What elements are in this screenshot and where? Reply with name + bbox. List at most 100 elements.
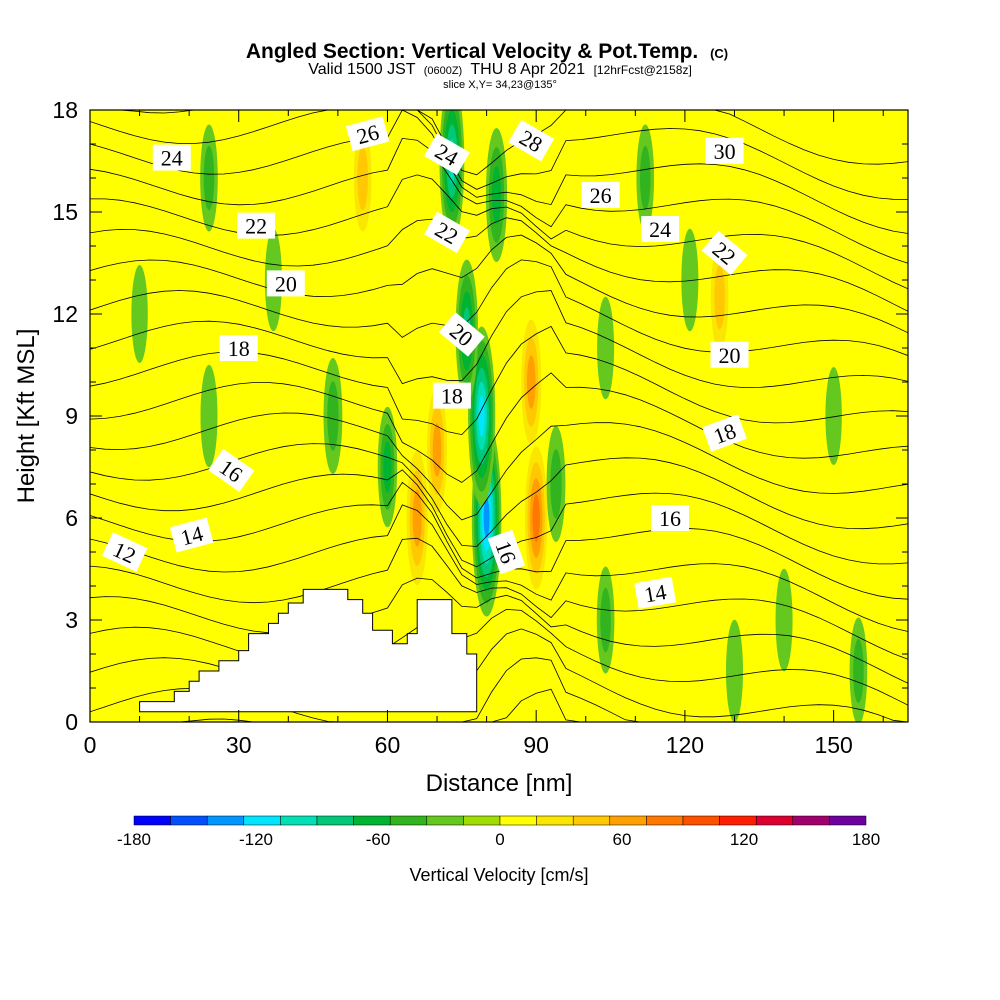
velocity-feature-14-level-2 [203,145,215,211]
contour-label-4: 20 [266,270,305,297]
contour-label-1: 14 [169,517,214,553]
velocity-feature-12-level-1 [200,364,218,468]
isentrope-21 [90,412,908,521]
colorbar-swatch-19 [829,815,867,826]
chart-title-unit: (C) [710,46,728,61]
subtitle-date: THU 8 Apr 2021 [470,61,585,78]
contour-label-box [423,133,470,175]
colorbar-tick-label: 0 [495,830,504,849]
y-tick-label: 6 [65,505,78,531]
contour-label-box [438,312,485,357]
isentrope-24 [90,290,908,389]
isentrope-31 [90,110,908,200]
subtitle-utc: (0600Z) [424,65,463,77]
colorbar-swatch-6 [353,815,391,826]
isentrope-25 [90,259,908,356]
x-tick-label: 30 [226,732,252,758]
colorbar-swatch-1 [170,815,208,826]
contour-label-box [702,414,747,452]
contour-label-box [152,144,191,171]
colorbar-swatch-3 [243,815,281,826]
velocity-feature-10-level-2 [327,381,339,451]
contour-label-box [651,505,690,531]
colorbar-tick-label: -120 [239,830,273,849]
isentrope-32 [90,110,908,176]
colorbar-swatch-11 [536,815,574,826]
contour-label-12: 18 [432,382,471,409]
colorbar-swatch-0 [133,815,171,826]
velocity-feature-24-level-1 [825,367,842,465]
contour-label-text: 14 [642,579,668,607]
colorbar-swatch-12 [572,815,611,826]
colorbar-swatch-17 [755,815,794,826]
velocity-feature-9-level-2 [550,449,562,519]
velocity-feature-25-level-2 [600,587,611,653]
colorbar-swatch-9 [463,815,501,826]
chart-subtitle: Valid 1500 JST (0600Z) THU 8 Apr 2021 [1… [308,61,692,78]
velocity-feature-20-level-2 [714,264,725,330]
velocity-feature-17-level-1 [597,296,615,400]
y-axis-label: Height [Kft MSL] [13,329,40,504]
isentrope-27 [90,217,908,312]
x-tick-label: 90 [523,732,549,758]
velocity-feature-18-level-1 [681,228,699,332]
contour-label-box [581,182,620,208]
contour-label-15: 30 [705,137,744,164]
contour-label-7: 26 [345,116,390,152]
subtitle-valid: Valid 1500 JST [308,61,416,78]
y-tick-label: 15 [52,199,78,225]
velocity-feature-21-level-1 [775,568,793,672]
y-tick-label: 3 [65,607,78,633]
colorbar-tick-label: 120 [730,830,758,849]
contour-label-box [345,116,390,152]
velocity-feature-22-level-2 [853,638,864,704]
contour-label-text: 24 [161,146,183,171]
x-axis-label: Distance [nm] [426,770,573,797]
colorbar-swatch-7 [389,815,428,826]
contour-label-box [508,119,555,162]
colorbar-swatch-14 [646,815,684,826]
contour-label-text: 24 [649,217,671,242]
contour-label-14: 26 [581,182,620,208]
x-tick-label: 120 [666,732,704,758]
contour-label-18: 20 [710,341,749,368]
contour-label-19: 18 [702,414,747,452]
velocity-feature-4-level-3 [491,166,502,224]
contour-label-16: 24 [641,216,680,242]
colorbar-label: Vertical Velocity [cm/s] [409,865,588,885]
contour-label-box [705,137,744,164]
contour-label-box [701,230,748,275]
contour-label-box [237,212,276,239]
subtitle-forecast: [12hrFcst@2158z] [594,63,692,77]
velocity-feature-19-level-2 [639,145,651,211]
isentrope-30 [90,110,908,234]
isentrope-17 [90,504,908,632]
colorbar-swatch-10 [499,815,537,826]
colorbar-swatch-18 [792,815,830,826]
isentrope-22 [90,372,908,483]
x-tick-label: 150 [814,732,852,758]
y-axis: 0 3 6 9 12 15 18 [52,97,908,735]
colorbar-swatch-2 [206,815,245,826]
colorbar-swatch-13 [609,815,647,826]
velocity-feature-7-level-4 [532,494,540,542]
contour-label-21: 14 [634,576,677,609]
contour-label-text: 16 [659,506,681,531]
contour-label-box [634,576,677,609]
contour-label-box [101,532,148,572]
x-tick-label: 60 [375,732,401,758]
velocity-feature-16-level-2 [357,145,368,211]
isentrope-16 [90,537,908,660]
colorbar: -180 -120 -60 0 60 120 180 [117,815,880,849]
isentrope-29 [90,137,908,264]
isentrope-14 [90,608,908,706]
velocity-feature-1-level-6 [478,395,485,437]
y-tick-label: 12 [52,301,78,327]
isentrope-15 [90,577,908,684]
contour-label-5: 22 [237,212,276,239]
colorbar-swatch-4 [280,815,318,826]
contour-label-box [169,517,214,553]
colorbar-swatch-8 [426,815,464,826]
